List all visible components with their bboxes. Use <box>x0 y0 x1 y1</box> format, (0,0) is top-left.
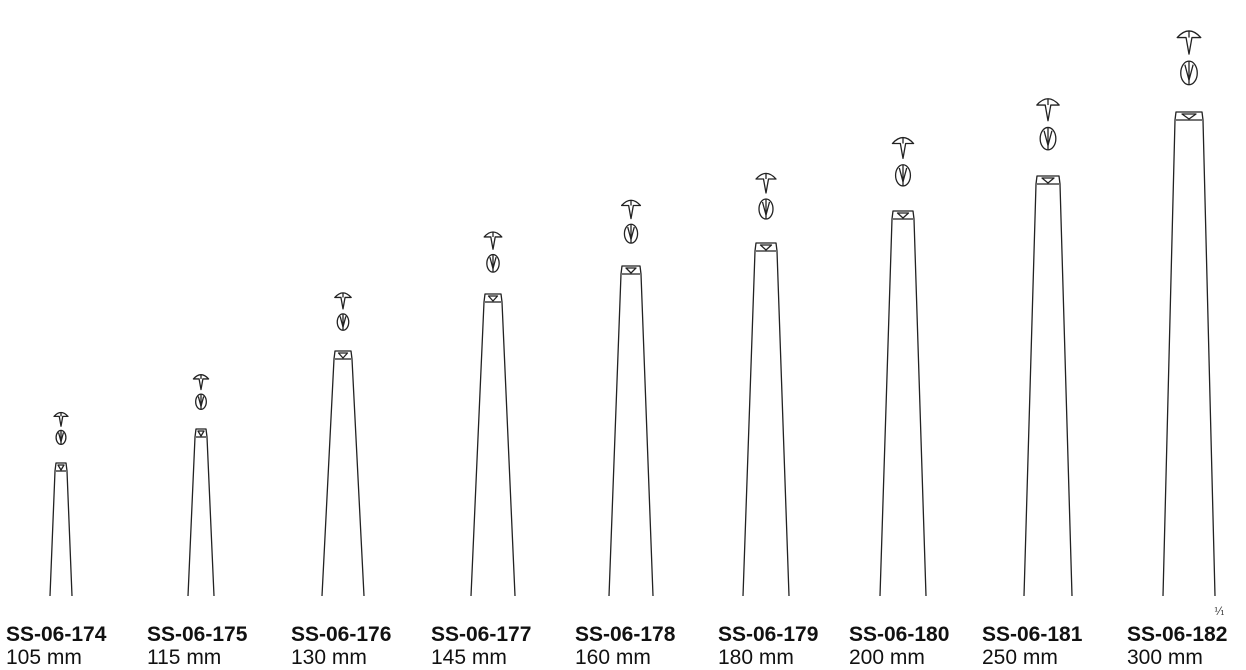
forceps-shaft <box>742 242 790 597</box>
instrument-ss-06-179 <box>742 172 790 597</box>
tip-tooth <box>759 244 773 251</box>
scale-mark: ¹⁄₁ <box>1214 605 1225 618</box>
instrument-ss-06-177 <box>470 231 516 597</box>
tip-tooth <box>57 464 65 471</box>
tip-top-view <box>620 199 642 220</box>
tip-top-view <box>755 172 777 194</box>
instrument-length: 130 mm <box>291 646 367 669</box>
instrument-length: 145 mm <box>431 646 507 669</box>
forceps-shaft <box>1162 111 1216 597</box>
forceps-shaft <box>49 462 73 597</box>
tip-tooth <box>896 212 910 219</box>
tip-top-view <box>1036 98 1060 122</box>
tip-top-view <box>891 136 915 160</box>
instrument-code: SS-06-177 <box>431 623 532 646</box>
tip-tooth <box>1041 177 1055 184</box>
label-ss-06-180: SS-06-180 200 mm <box>849 623 999 669</box>
tip-tooth <box>337 352 349 359</box>
instrument-length: 300 mm <box>1127 646 1203 669</box>
instrument-ss-06-175 <box>187 374 215 597</box>
tip-tooth <box>1181 113 1197 120</box>
instrument-length: 250 mm <box>982 646 1058 669</box>
instrument-code: SS-06-174 <box>6 623 107 646</box>
instrument-ss-06-181 <box>1023 98 1073 597</box>
forceps-shaft <box>470 293 516 597</box>
tip-top-view <box>1176 30 1202 55</box>
instrument-code: SS-06-181 <box>982 623 1083 646</box>
label-ss-06-175: SS-06-175 115 mm <box>147 623 297 669</box>
instrument-length: 115 mm <box>147 646 222 669</box>
tip-top-view <box>483 231 503 250</box>
tip-tooth <box>487 295 499 302</box>
instrument-length: 160 mm <box>575 646 651 669</box>
label-ss-06-176: SS-06-176 130 mm <box>291 623 441 669</box>
label-ss-06-181: SS-06-181 250 mm <box>982 623 1132 669</box>
forceps-shaft <box>321 350 365 597</box>
label-ss-06-174: SS-06-174 105 mm <box>6 623 156 669</box>
instrument-code: SS-06-179 <box>718 623 819 646</box>
tip-top-view <box>53 411 69 427</box>
instrument-ss-06-176 <box>321 292 365 597</box>
instrument-code: SS-06-175 <box>147 623 248 646</box>
forceps-shaft <box>1023 175 1073 597</box>
instrument-ss-06-178 <box>608 199 654 597</box>
instrument-length: 200 mm <box>849 646 925 669</box>
instrument-ss-06-174 <box>49 411 73 597</box>
forceps-shaft <box>879 210 927 597</box>
forceps-shaft <box>608 265 654 597</box>
instrument-length: 180 mm <box>718 646 794 669</box>
tip-top-view <box>192 374 210 391</box>
tip-tooth <box>197 430 205 437</box>
forceps-shaft <box>187 428 215 597</box>
label-ss-06-178: SS-06-178 160 mm <box>575 623 725 669</box>
label-ss-06-177: SS-06-177 145 mm <box>431 623 581 669</box>
tip-tooth <box>625 267 637 274</box>
instrument-ss-06-182 <box>1162 30 1216 597</box>
label-ss-06-182: SS-06-182 300 mm <box>1127 623 1246 669</box>
instrument-code: SS-06-176 <box>291 623 392 646</box>
instrument-code: SS-06-180 <box>849 623 950 646</box>
instrument-length: 105 mm <box>6 646 82 669</box>
tip-top-view <box>334 292 352 310</box>
instrument-code: SS-06-178 <box>575 623 676 646</box>
label-ss-06-179: SS-06-179 180 mm <box>718 623 868 669</box>
instrument-ss-06-180 <box>879 136 927 597</box>
instrument-code: SS-06-182 <box>1127 623 1228 646</box>
